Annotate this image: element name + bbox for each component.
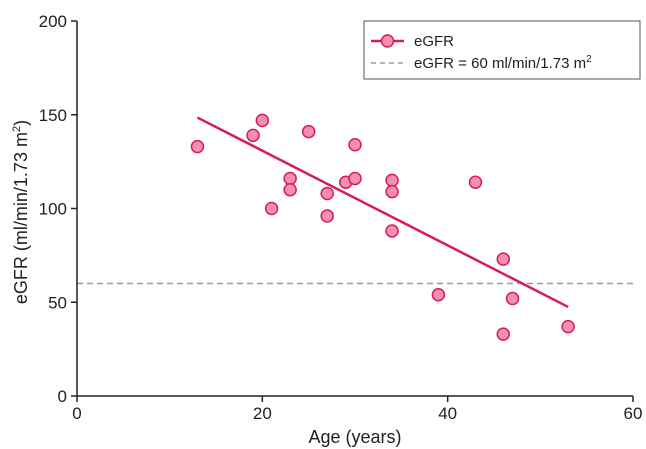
y-ticks: 0 50 100 150 200 [39, 12, 77, 406]
y-axis-title-sup: 2 [11, 126, 23, 132]
legend-reference-sup: 2 [586, 54, 592, 65]
legend-reference-label: eGFR = 60 ml/min/1.73 m2 [414, 54, 592, 72]
y-tick-label: 200 [39, 12, 67, 31]
legend: eGFR eGFR = 60 ml/min/1.73 m2 [363, 20, 641, 80]
x-tick-label: 40 [438, 404, 457, 423]
y-axis-title-close: ) [11, 120, 31, 126]
data-point [468, 175, 483, 189]
y-axis-title: eGFR (ml/min/1.73 m2) [11, 120, 31, 304]
x-axis-title: Age (years) [308, 427, 401, 447]
data-point [348, 138, 362, 152]
data-point [385, 173, 399, 188]
data-point [505, 291, 520, 306]
y-axis-title-main: eGFR (ml/min/1.73 m [11, 132, 31, 304]
x-ticks: 0 20 40 60 [72, 396, 642, 423]
data-point [264, 201, 279, 216]
data-point [246, 128, 260, 143]
data-point [348, 171, 362, 186]
data-point [561, 319, 575, 334]
x-tick-label: 60 [624, 404, 643, 423]
data-point [301, 124, 316, 139]
legend-reference-main: eGFR = 60 ml/min/1.73 m [414, 55, 586, 72]
data-point [190, 139, 205, 154]
legend-series-marker [380, 34, 395, 48]
data-point [255, 113, 270, 128]
data-point [496, 327, 511, 341]
data-point [431, 288, 446, 302]
data-point [385, 224, 399, 238]
legend-series-label: eGFR [414, 33, 454, 50]
data-point [283, 171, 297, 186]
y-tick-label: 150 [39, 106, 67, 125]
legend-box [363, 20, 641, 80]
data-point [496, 252, 511, 266]
regression-line [196, 116, 569, 309]
y-tick-label: 100 [39, 200, 67, 219]
data-point [320, 186, 334, 201]
x-tick-label: 0 [72, 404, 81, 423]
x-tick-label: 20 [253, 404, 272, 423]
y-tick-label: 50 [48, 293, 67, 312]
data-point [320, 209, 334, 223]
y-tick-label: 0 [58, 387, 67, 406]
plot-area [77, 113, 633, 341]
data-point [283, 183, 297, 197]
data-point [385, 184, 399, 199]
